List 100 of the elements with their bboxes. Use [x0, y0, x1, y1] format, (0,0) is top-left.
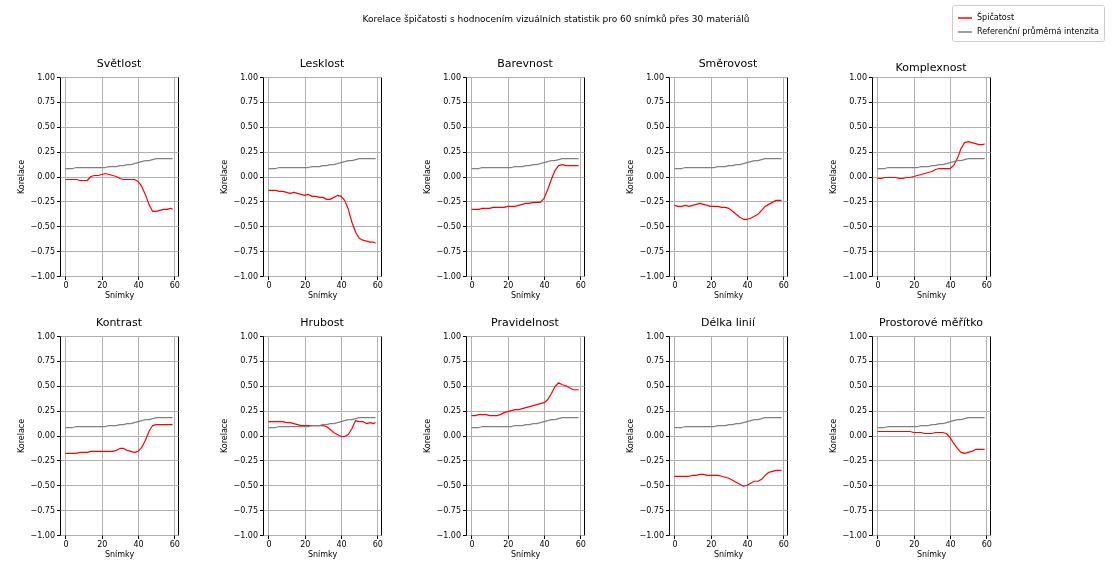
x-tick-label: 20	[909, 540, 920, 549]
x-tick-label: 0	[63, 540, 69, 549]
y-tick-label: 1.00	[646, 331, 664, 341]
chart-title: Barevnost	[497, 57, 554, 70]
y-tick-label: −0.75	[639, 246, 664, 256]
x-axis-title: Snímky	[307, 550, 338, 559]
y-tick-label: −0.50	[30, 221, 55, 231]
line-series	[267, 157, 377, 170]
y-tick-label: −0.50	[842, 480, 867, 490]
y-tick-label: 0.50	[240, 122, 258, 132]
y-tick-label: 1.00	[849, 72, 867, 82]
x-tick-label: 60	[778, 281, 789, 290]
x-axis-title: Snímky	[510, 291, 541, 300]
line-series	[267, 419, 377, 438]
chart-title: Délka linií	[701, 316, 756, 329]
x-tick-label: 20	[909, 281, 920, 290]
y-tick-label: −0.50	[639, 480, 664, 490]
x-tick-label: 40	[539, 540, 550, 549]
x-axis-title: Snímky	[104, 550, 135, 559]
chart-title: Komplexnost	[895, 60, 968, 74]
y-tick-label: −0.25	[30, 455, 55, 465]
y-tick-label: 0.50	[37, 122, 55, 132]
y-tick-label: 0.50	[240, 381, 258, 391]
y-tick-label: −0.75	[233, 505, 258, 515]
x-tick-label: 60	[169, 540, 180, 549]
y-tick-label: 0.25	[37, 147, 55, 157]
x-axis-title: Snímky	[713, 291, 744, 300]
y-tick-label: −0.50	[30, 480, 55, 490]
x-tick-label: 60	[575, 281, 586, 290]
y-tick-label: 0.00	[646, 431, 664, 440]
y-tick-label: 0.75	[849, 97, 867, 107]
y-tick-label: −0.75	[639, 505, 664, 515]
y-tick-label: 0.25	[37, 406, 55, 416]
y-tick-label: −1.00	[842, 530, 867, 540]
line-series	[470, 382, 580, 417]
y-axis-title: Korelace	[423, 159, 433, 195]
y-tick-label: −0.75	[233, 246, 258, 256]
x-axis-title: Snímky	[916, 550, 947, 559]
x-tick-label: 40	[945, 540, 956, 549]
x-axis-title: Snímky	[713, 550, 744, 559]
y-tick-label: 0.50	[646, 122, 664, 132]
x-tick-label: 60	[981, 281, 992, 290]
text: Korelace špičatosti s hodnocením vizuálních statistik pro 60 snímků přes 30 materiálů	[362, 14, 750, 24]
y-tick-label: −1.00	[233, 530, 258, 540]
y-tick-label: −0.50	[842, 221, 867, 231]
x-tick-label: 40	[133, 281, 144, 290]
x-tick-label: 40	[742, 281, 753, 290]
line-series	[470, 157, 580, 170]
y-tick-label: 0.00	[443, 431, 461, 440]
y-tick-label: −0.75	[30, 505, 55, 515]
y-tick-label: −1.00	[842, 271, 867, 281]
y-tick-label: −0.25	[436, 196, 461, 206]
y-tick-label: 0.75	[240, 356, 258, 366]
legend-label: Špičatost	[977, 11, 1015, 22]
y-tick-label: 0.75	[646, 97, 664, 107]
y-axis-title: Korelace	[17, 159, 27, 195]
y-tick-label: 0.00	[646, 172, 664, 181]
x-tick-label: 20	[706, 281, 717, 290]
y-tick-label: −1.00	[30, 530, 55, 540]
chart-title: Lesklost	[299, 57, 345, 70]
y-tick-label: 0.50	[849, 122, 867, 132]
x-tick-label: 40	[336, 540, 347, 549]
y-tick-label: 1.00	[443, 331, 461, 341]
x-tick-label: 0	[672, 540, 678, 549]
x-tick-label: 0	[875, 281, 881, 290]
x-axis-title: Snímky	[510, 550, 541, 559]
x-axis-title: Snímky	[104, 291, 135, 300]
y-tick-label: 0.00	[37, 431, 55, 440]
x-tick-label: 20	[503, 540, 514, 549]
x-tick-label: 20	[706, 540, 717, 549]
y-tick-label: 1.00	[240, 331, 258, 341]
x-tick-label: 40	[539, 281, 550, 290]
y-tick-label: −0.25	[436, 455, 461, 465]
y-tick-label: 0.50	[443, 381, 461, 391]
x-tick-label: 0	[266, 540, 272, 549]
y-axis-title: Korelace	[17, 418, 27, 454]
line-series	[876, 141, 986, 180]
x-tick-label: 20	[97, 540, 108, 549]
chart-title: Pravidelnost	[491, 316, 560, 329]
x-tick-label: 0	[672, 281, 678, 290]
line-series	[876, 157, 986, 170]
x-tick-label: 0	[875, 540, 881, 549]
line-series	[673, 469, 783, 487]
y-tick-label: −0.50	[436, 221, 461, 231]
y-tick-label: −1.00	[639, 530, 664, 540]
x-tick-label: 0	[469, 540, 475, 549]
y-tick-label: −0.25	[233, 196, 258, 206]
y-tick-label: −0.25	[639, 196, 664, 206]
y-tick-label: 1.00	[646, 72, 664, 82]
y-tick-label: 0.50	[443, 122, 461, 132]
y-tick-label: 1.00	[37, 331, 55, 341]
y-tick-label: −0.75	[436, 505, 461, 515]
y-tick-label: −1.00	[30, 271, 55, 281]
y-tick-label: 1.00	[443, 72, 461, 82]
y-tick-label: 0.25	[646, 406, 664, 416]
y-axis-title: Korelace	[423, 418, 433, 454]
x-tick-label: 60	[372, 540, 383, 549]
x-tick-label: 0	[63, 281, 69, 290]
x-tick-label: 60	[778, 540, 789, 549]
y-tick-label: 0.75	[646, 356, 664, 366]
